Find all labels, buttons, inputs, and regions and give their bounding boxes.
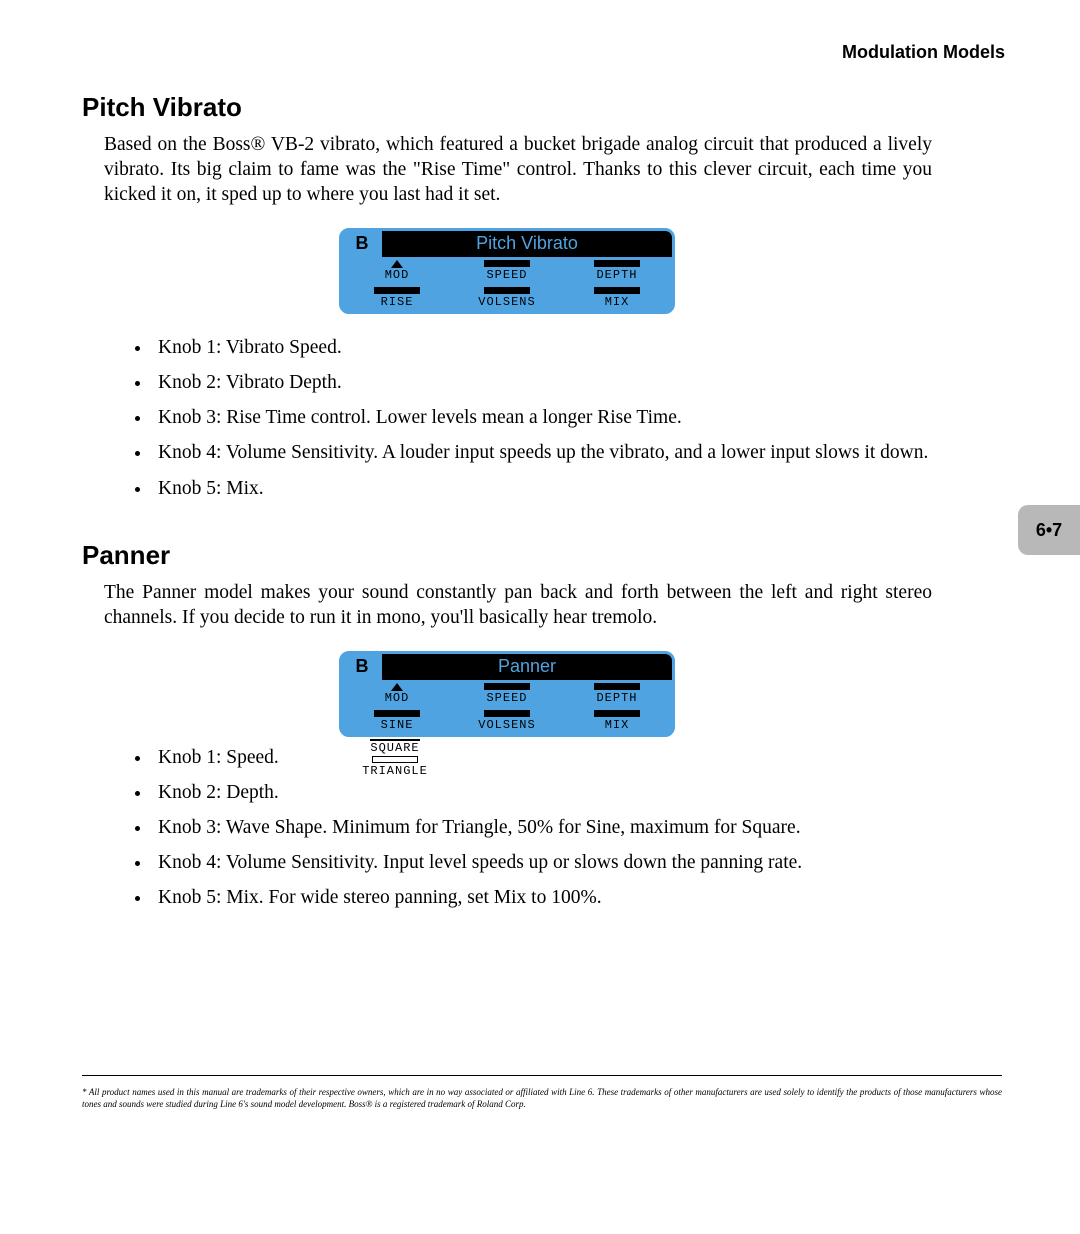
param-cell-depth: DEPTH	[562, 680, 672, 707]
param-label-mod: MOD	[342, 691, 452, 705]
knob-list-panner: Knob 1: Speed. Knob 2: Depth. Knob 3: Wa…	[152, 742, 932, 914]
body-pitch-vibrato: Based on the Boss® VB-2 vibrato, which f…	[104, 133, 932, 208]
param-bar	[484, 710, 530, 717]
display-row-1: MOD SPEED DEPTH	[342, 680, 672, 707]
list-item: Knob 4: Volume Sensitivity. Input level …	[152, 847, 932, 878]
display-row-1: MOD SPEED DEPTH	[342, 257, 672, 284]
up-arrow-icon	[391, 260, 403, 268]
heading-pitch-vibrato: Pitch Vibrato	[82, 92, 932, 123]
param-bar	[594, 683, 640, 690]
list-item: Knob 3: Wave Shape. Minimum for Triangle…	[152, 812, 932, 843]
footnote-text: * All product names used in this manual …	[82, 1086, 1002, 1110]
display-pitch-vibrato-wrap: B Pitch Vibrato MOD SPEED DEPTH	[82, 228, 932, 314]
param-bar	[484, 260, 530, 267]
page-content: Pitch Vibrato Based on the Boss® VB-2 vi…	[82, 92, 932, 918]
effect-display-pitch-vibrato: B Pitch Vibrato MOD SPEED DEPTH	[339, 228, 675, 314]
page-number-tab: 6•7	[1018, 505, 1080, 555]
param-bar	[594, 260, 640, 267]
param-bar	[484, 287, 530, 294]
param-label-depth: DEPTH	[562, 691, 672, 705]
param-cell-volsens: VOLSENS	[452, 284, 562, 311]
param-label-volsens: VOLSENS	[452, 718, 562, 732]
knob-list-pitch-vibrato: Knob 1: Vibrato Speed. Knob 2: Vibrato D…	[152, 332, 932, 504]
list-item: Knob 2: Depth.	[152, 777, 932, 808]
display-titlebar: B Panner	[342, 654, 672, 680]
param-label-speed: SPEED	[452, 691, 562, 705]
list-item: Knob 5: Mix. For wide stereo panning, se…	[152, 882, 932, 913]
display-effect-title: Pitch Vibrato	[382, 231, 672, 257]
effect-display-panner: B Panner MOD SPEED	[339, 651, 675, 737]
section-panner: Panner The Panner model makes your sound…	[82, 540, 932, 914]
list-item: Knob 5: Mix.	[152, 473, 932, 504]
param-label-rise: RISE	[342, 295, 452, 309]
param-label-mod: MOD	[342, 268, 452, 282]
footnote-divider	[82, 1075, 1002, 1076]
page-header-title: Modulation Models	[842, 42, 1005, 63]
param-label-sine: SINE	[342, 718, 452, 732]
list-item: Knob 1: Vibrato Speed.	[152, 332, 932, 363]
param-label-depth: DEPTH	[562, 268, 672, 282]
param-cell-rise: RISE	[342, 284, 452, 311]
param-label-speed: SPEED	[452, 268, 562, 282]
param-bar	[594, 287, 640, 294]
display-titlebar: B Pitch Vibrato	[342, 231, 672, 257]
param-cell-speed: SPEED	[452, 680, 562, 707]
param-cell-mod: MOD	[342, 680, 452, 707]
param-cell-volsens: VOLSENS	[452, 707, 562, 734]
list-item: Knob 1: Speed.	[152, 742, 932, 773]
display-bank-letter: B	[342, 231, 382, 257]
param-cell-speed: SPEED	[452, 257, 562, 284]
param-bar	[374, 710, 420, 717]
param-cell-mod: MOD	[342, 257, 452, 284]
param-cell-sine: SINE	[342, 707, 452, 734]
display-bank-letter: B	[342, 654, 382, 680]
param-label-mix: MIX	[562, 718, 672, 732]
display-row-2: SINE VOLSENS MIX	[342, 707, 672, 734]
list-item: Knob 3: Rise Time control. Lower levels …	[152, 402, 932, 433]
param-bar	[374, 287, 420, 294]
list-item: Knob 2: Vibrato Depth.	[152, 367, 932, 398]
section-pitch-vibrato: Pitch Vibrato Based on the Boss® VB-2 vi…	[82, 92, 932, 504]
param-label-mix: MIX	[562, 295, 672, 309]
display-effect-title: Panner	[382, 654, 672, 680]
param-cell-depth: DEPTH	[562, 257, 672, 284]
param-cell-mix: MIX	[562, 707, 672, 734]
param-cell-mix: MIX	[562, 284, 672, 311]
param-bar	[484, 683, 530, 690]
param-label-volsens: VOLSENS	[452, 295, 562, 309]
param-bar	[594, 710, 640, 717]
heading-panner: Panner	[82, 540, 932, 571]
list-item: Knob 4: Volume Sensitivity. A louder inp…	[152, 437, 932, 468]
display-row-2: RISE VOLSENS MIX	[342, 284, 672, 311]
up-arrow-icon	[391, 683, 403, 691]
body-panner: The Panner model makes your sound consta…	[104, 581, 932, 631]
